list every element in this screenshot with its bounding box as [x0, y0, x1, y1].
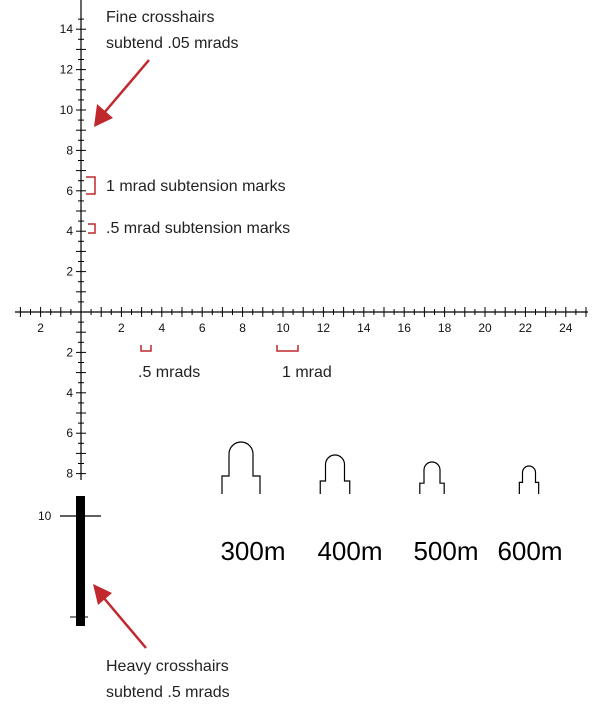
half-mrad-bracket [88, 223, 96, 234]
vertical-scale-label: 8 [66, 467, 73, 481]
vertical-scale-label: 4 [66, 386, 73, 400]
horizontal-scale-label: 14 [357, 321, 371, 335]
heavy-vertical-post [76, 496, 85, 626]
half-mrad-marks-label: .5 mrad subtension marks [106, 220, 290, 237]
vertical-scale-label: 10 [60, 103, 74, 117]
vertical-scale-label: 14 [60, 22, 74, 36]
fine-crosshair [15, 0, 588, 480]
heavy-scale-label: 10 [38, 509, 52, 523]
heavy-crosshair-note-line1: Heavy crosshairs [106, 658, 229, 675]
horizontal-scale-label: 8 [239, 321, 246, 335]
horizontal-scale-label: 10 [276, 321, 290, 335]
horizontal-scale-label: 24 [559, 321, 573, 335]
target-silhouette [221, 441, 261, 494]
horizontal-scale-label: 16 [398, 321, 412, 335]
horizontal-scale-label: 6 [199, 321, 206, 335]
target-silhouette [319, 454, 351, 494]
range-label: 300m [220, 536, 285, 566]
one-mrad-marks-label: 1 mrad subtension marks [106, 178, 286, 195]
range-label: 500m [413, 536, 478, 566]
range-labels: 300m 400m 500m 600m [220, 536, 562, 566]
vertical-scale-label: 8 [66, 143, 73, 157]
vertical-scale-label: 2 [66, 345, 73, 359]
horizontal-scale-label: 2 [118, 321, 125, 335]
half-mrads-label: .5 mrads [138, 364, 200, 381]
target-silhouette [419, 461, 445, 494]
vertical-scale-label: 4 [66, 224, 73, 238]
target-silhouette [518, 465, 540, 494]
horizontal-scale-label: 2 [37, 321, 44, 335]
range-label: 600m [497, 536, 562, 566]
horizontal-scale-label: 18 [438, 321, 452, 335]
vertical-scale-label: 6 [66, 426, 73, 440]
vertical-scale-label: 12 [60, 63, 74, 77]
range-label: 400m [317, 536, 382, 566]
fine-crosshair-note-line2: subtend .05 mrads [106, 35, 239, 52]
range-silhouettes [221, 441, 540, 494]
horizontal-scale-label: 22 [519, 321, 533, 335]
horizontal-scale-label: 4 [158, 321, 165, 335]
horizontal-scale-label: 20 [478, 321, 492, 335]
horizontal-scale-label: 12 [317, 321, 331, 335]
fine-crosshair-arrow [94, 59, 150, 127]
vertical-scale-label: 6 [66, 184, 73, 198]
vertical-scale-label: 2 [66, 265, 73, 279]
fine-crosshair-note-line1: Fine crosshairs [106, 9, 214, 26]
half-mrads-bracket [140, 345, 152, 352]
heavy-crosshair-arrow [93, 584, 147, 649]
heavy-crosshair-note-line2: subtend .5 mrads [106, 684, 230, 701]
one-mrad-bracket [86, 176, 96, 195]
subtension-ticks [19, 18, 587, 475]
one-mrad-label: 1 mrad [282, 364, 332, 381]
one-mrad-horizontal-bracket [276, 345, 299, 352]
